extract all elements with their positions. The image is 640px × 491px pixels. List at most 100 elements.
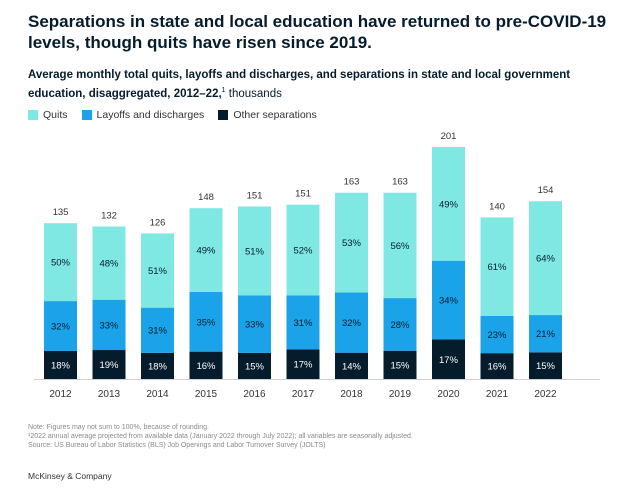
x-tick-label-2019: 2019: [389, 389, 412, 400]
subtitle-text: Average monthly total quits, layoffs and…: [28, 69, 571, 100]
legend-item-other: Other separations: [218, 109, 317, 121]
bar-segment-quits-2015: [189, 208, 223, 292]
bar-segment-layoffs-2019: [383, 298, 417, 351]
total-label-2015: 148: [198, 192, 214, 203]
total-label-2018: 163: [344, 177, 360, 188]
chart-subtitle: Average monthly total quits, layoffs and…: [28, 68, 628, 102]
segment-label-layoffs-2021: 23%: [487, 330, 507, 341]
bar-segment-quits-2018: [335, 192, 368, 293]
segment-label-quits-2021: 61%: [487, 262, 507, 273]
segment-label-other-2012: 18%: [51, 360, 71, 371]
total-label-2014: 126: [150, 217, 166, 228]
bar-segment-layoffs-2015: [189, 291, 223, 352]
segment-label-quits-2018: 53%: [342, 238, 362, 249]
segment-label-other-2022: 15%: [536, 361, 556, 372]
segment-label-quits-2016: 51%: [245, 246, 265, 257]
bar-segment-quits-2019: [383, 192, 417, 299]
segment-label-quits-2014: 51%: [148, 266, 168, 277]
segment-label-quits-2019: 56%: [390, 241, 410, 252]
segment-label-other-2019: 15%: [390, 360, 410, 371]
segment-label-quits-2013: 48%: [99, 259, 119, 270]
segment-label-quits-2012: 50%: [51, 258, 71, 269]
legend-item-quits: Quits: [28, 109, 68, 121]
bar-segment-layoffs-2013: [92, 299, 126, 351]
bar-segment-quits-2022: [529, 201, 562, 316]
segment-label-layoffs-2019: 28%: [390, 320, 410, 331]
bar-segment-quits-2017: [286, 204, 320, 296]
segment-label-other-2015: 16%: [196, 361, 216, 372]
total-label-2019: 163: [392, 177, 408, 188]
segment-label-layoffs-2015: 35%: [196, 317, 216, 328]
x-tick-label-2020: 2020: [437, 389, 460, 400]
segment-label-quits-2020: 49%: [439, 199, 459, 210]
segment-label-quits-2015: 49%: [196, 246, 216, 257]
bar-segment-other-2017: [286, 349, 320, 379]
x-tick-label-2014: 2014: [146, 389, 169, 400]
bar-segment-layoffs-2021: [480, 315, 514, 354]
segment-label-layoffs-2018: 32%: [342, 318, 362, 329]
legend-swatch-other: [218, 110, 229, 120]
segment-label-other-2017: 17%: [293, 360, 313, 371]
x-tick-label-2012: 2012: [49, 389, 72, 400]
legend-label-layoffs: Layoffs and discharges: [96, 109, 205, 121]
legend-swatch-layoffs: [81, 110, 92, 120]
total-label-2022: 154: [538, 185, 554, 196]
total-label-2021: 140: [489, 201, 505, 212]
total-label-2013: 132: [101, 211, 117, 222]
note-rounding: Note: Figures may not sum to 100%, becau…: [28, 424, 209, 431]
legend-label-other: Other separations: [233, 109, 317, 121]
bar-segment-layoffs-2017: [286, 295, 320, 350]
subtitle-footnote-mark: 1: [221, 87, 226, 94]
bar-segment-quits-2013: [92, 226, 126, 300]
segment-label-layoffs-2022: 21%: [536, 329, 556, 340]
bar-segment-other-2016: [238, 352, 271, 379]
subtitle-unit: thousands: [225, 87, 282, 100]
segment-label-quits-2022: 64%: [536, 254, 556, 265]
bar-segment-layoffs-2022: [529, 315, 562, 353]
segment-label-layoffs-2017: 31%: [293, 318, 313, 329]
bar-segment-quits-2020: [432, 147, 465, 261]
brand-logo-text: McKinsey & Company: [28, 471, 112, 481]
segment-label-other-2014: 18%: [148, 361, 168, 372]
total-label-2016: 151: [247, 190, 263, 201]
x-tick-label-2022: 2022: [534, 389, 557, 400]
bar-segment-other-2014: [141, 352, 174, 379]
bar-segment-other-2013: [92, 350, 126, 379]
bar-segment-other-2022: [529, 352, 562, 379]
note-footnote-1: ¹2022 annual average projected from avai…: [28, 433, 413, 440]
bar-segment-layoffs-2020: [432, 260, 465, 340]
x-tick-label-2018: 2018: [340, 389, 363, 400]
total-label-2017: 151: [295, 189, 311, 200]
segment-label-other-2020: 17%: [439, 355, 459, 366]
chart-legend: Quits Layoffs and discharges Other separ…: [28, 109, 317, 121]
segment-label-layoffs-2020: 34%: [439, 296, 459, 307]
x-tick-label-2017: 2017: [292, 389, 315, 400]
note-source: Source: US Bureau of Labor Statistics (B…: [28, 442, 326, 449]
bar-segment-other-2012: [44, 350, 77, 379]
x-tick-label-2013: 2013: [98, 389, 121, 400]
legend-swatch-quits: [28, 110, 38, 120]
segment-label-other-2013: 19%: [99, 360, 119, 371]
bar-segment-quits-2016: [238, 206, 271, 296]
segment-label-quits-2017: 52%: [293, 246, 313, 257]
x-tick-label-2016: 2016: [243, 389, 266, 400]
bar-segment-quits-2014: [141, 233, 174, 308]
segment-label-other-2021: 16%: [487, 362, 507, 373]
x-tick-label-2021: 2021: [486, 389, 509, 400]
chart-notes: Note: Figures may not sum to 100%, becau…: [28, 423, 628, 450]
bar-segment-layoffs-2012: [44, 301, 77, 351]
segment-label-layoffs-2012: 32%: [51, 322, 71, 333]
bar-segment-other-2020: [432, 339, 465, 379]
total-label-2020: 201: [441, 131, 457, 142]
bar-segment-quits-2021: [480, 217, 514, 316]
segment-label-other-2018: 14%: [342, 361, 362, 372]
bar-segment-other-2018: [335, 352, 368, 379]
bar-segment-layoffs-2018: [335, 292, 368, 353]
chart-title: Separations in state and local education…: [28, 12, 607, 52]
segment-label-layoffs-2016: 33%: [245, 320, 265, 331]
segment-label-layoffs-2013: 33%: [99, 320, 119, 331]
legend-item-layoffs: Layoffs and discharges: [81, 109, 205, 121]
segment-label-other-2016: 15%: [245, 361, 265, 372]
bar-segment-other-2021: [480, 353, 514, 379]
